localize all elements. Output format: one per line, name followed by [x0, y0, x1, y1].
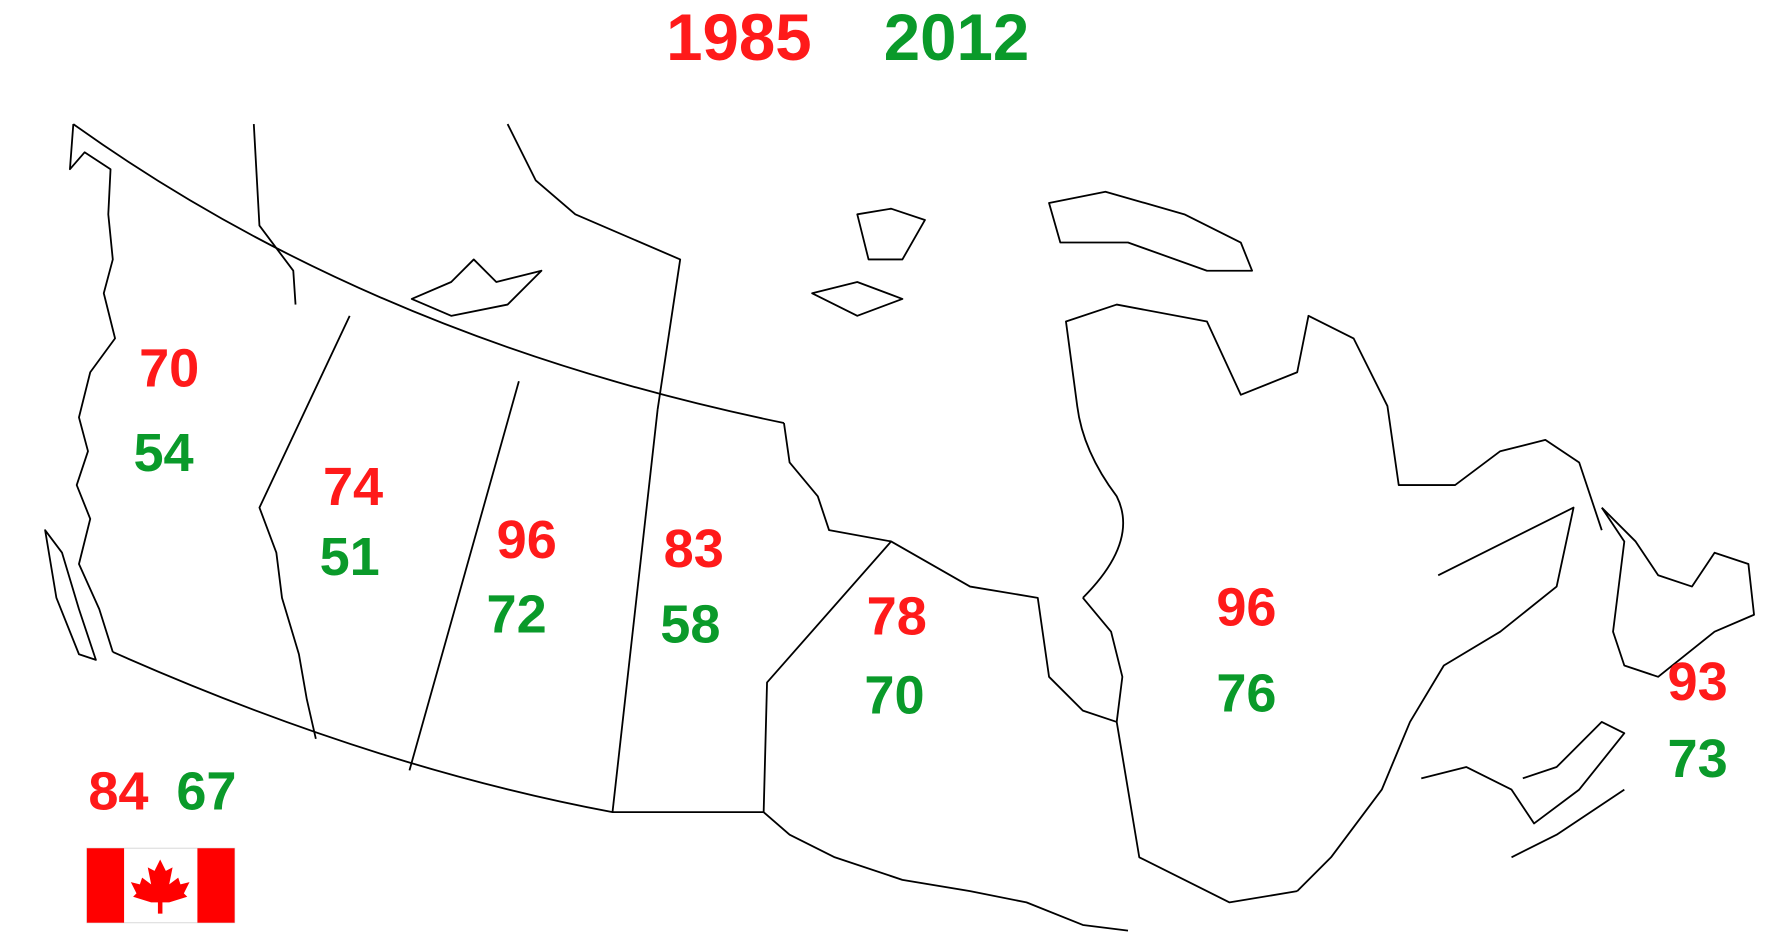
vancouver-island	[44, 529, 97, 661]
flag-bar	[197, 848, 235, 923]
region-value: 76	[1216, 663, 1276, 723]
north-border	[72, 123, 785, 424]
labrador-border	[1296, 506, 1575, 892]
legend-label: 2012	[884, 1, 1030, 74]
province-outlines	[44, 123, 1755, 932]
arctic-islands	[410, 190, 1253, 317]
sk-mb-border	[611, 409, 659, 813]
maritimes	[1421, 721, 1626, 859]
region-value: 58	[660, 595, 720, 655]
newfoundland	[1601, 506, 1755, 678]
region-value: 51	[320, 527, 380, 587]
national-value: 67	[176, 762, 236, 822]
hudson-bay-west	[783, 422, 1118, 723]
on-qc-border	[1082, 597, 1298, 904]
bc-ab-border	[258, 315, 351, 740]
region-value: 54	[133, 423, 193, 483]
region-value: 73	[1668, 729, 1728, 789]
bc-coast	[69, 124, 116, 653]
region-value: 70	[864, 666, 924, 726]
national-value: 84	[88, 762, 148, 822]
region-value: 74	[323, 457, 383, 517]
region-value: 72	[487, 584, 547, 644]
region-value: 78	[867, 587, 927, 647]
legend-label: 1985	[666, 1, 812, 74]
hudson-bay-east	[1065, 303, 1603, 599]
mb-on-border	[762, 540, 892, 813]
ab-sk-border	[408, 381, 520, 771]
territories-border	[252, 123, 682, 410]
region-value: 83	[664, 519, 724, 579]
maple-leaf	[130, 859, 190, 914]
map-canvas: 1985 2012 70 54 74 51 96 72 83 58 78 70 96 76 93 73 84 67	[44, 1, 1755, 932]
region-value: 93	[1668, 652, 1728, 712]
canada-flag	[86, 847, 236, 924]
flag-bar	[86, 848, 125, 923]
region-value: 96	[497, 510, 557, 570]
region-value: 96	[1216, 578, 1276, 638]
great-lakes	[763, 811, 1129, 932]
region-value: 70	[139, 339, 199, 399]
south-border	[112, 651, 764, 814]
